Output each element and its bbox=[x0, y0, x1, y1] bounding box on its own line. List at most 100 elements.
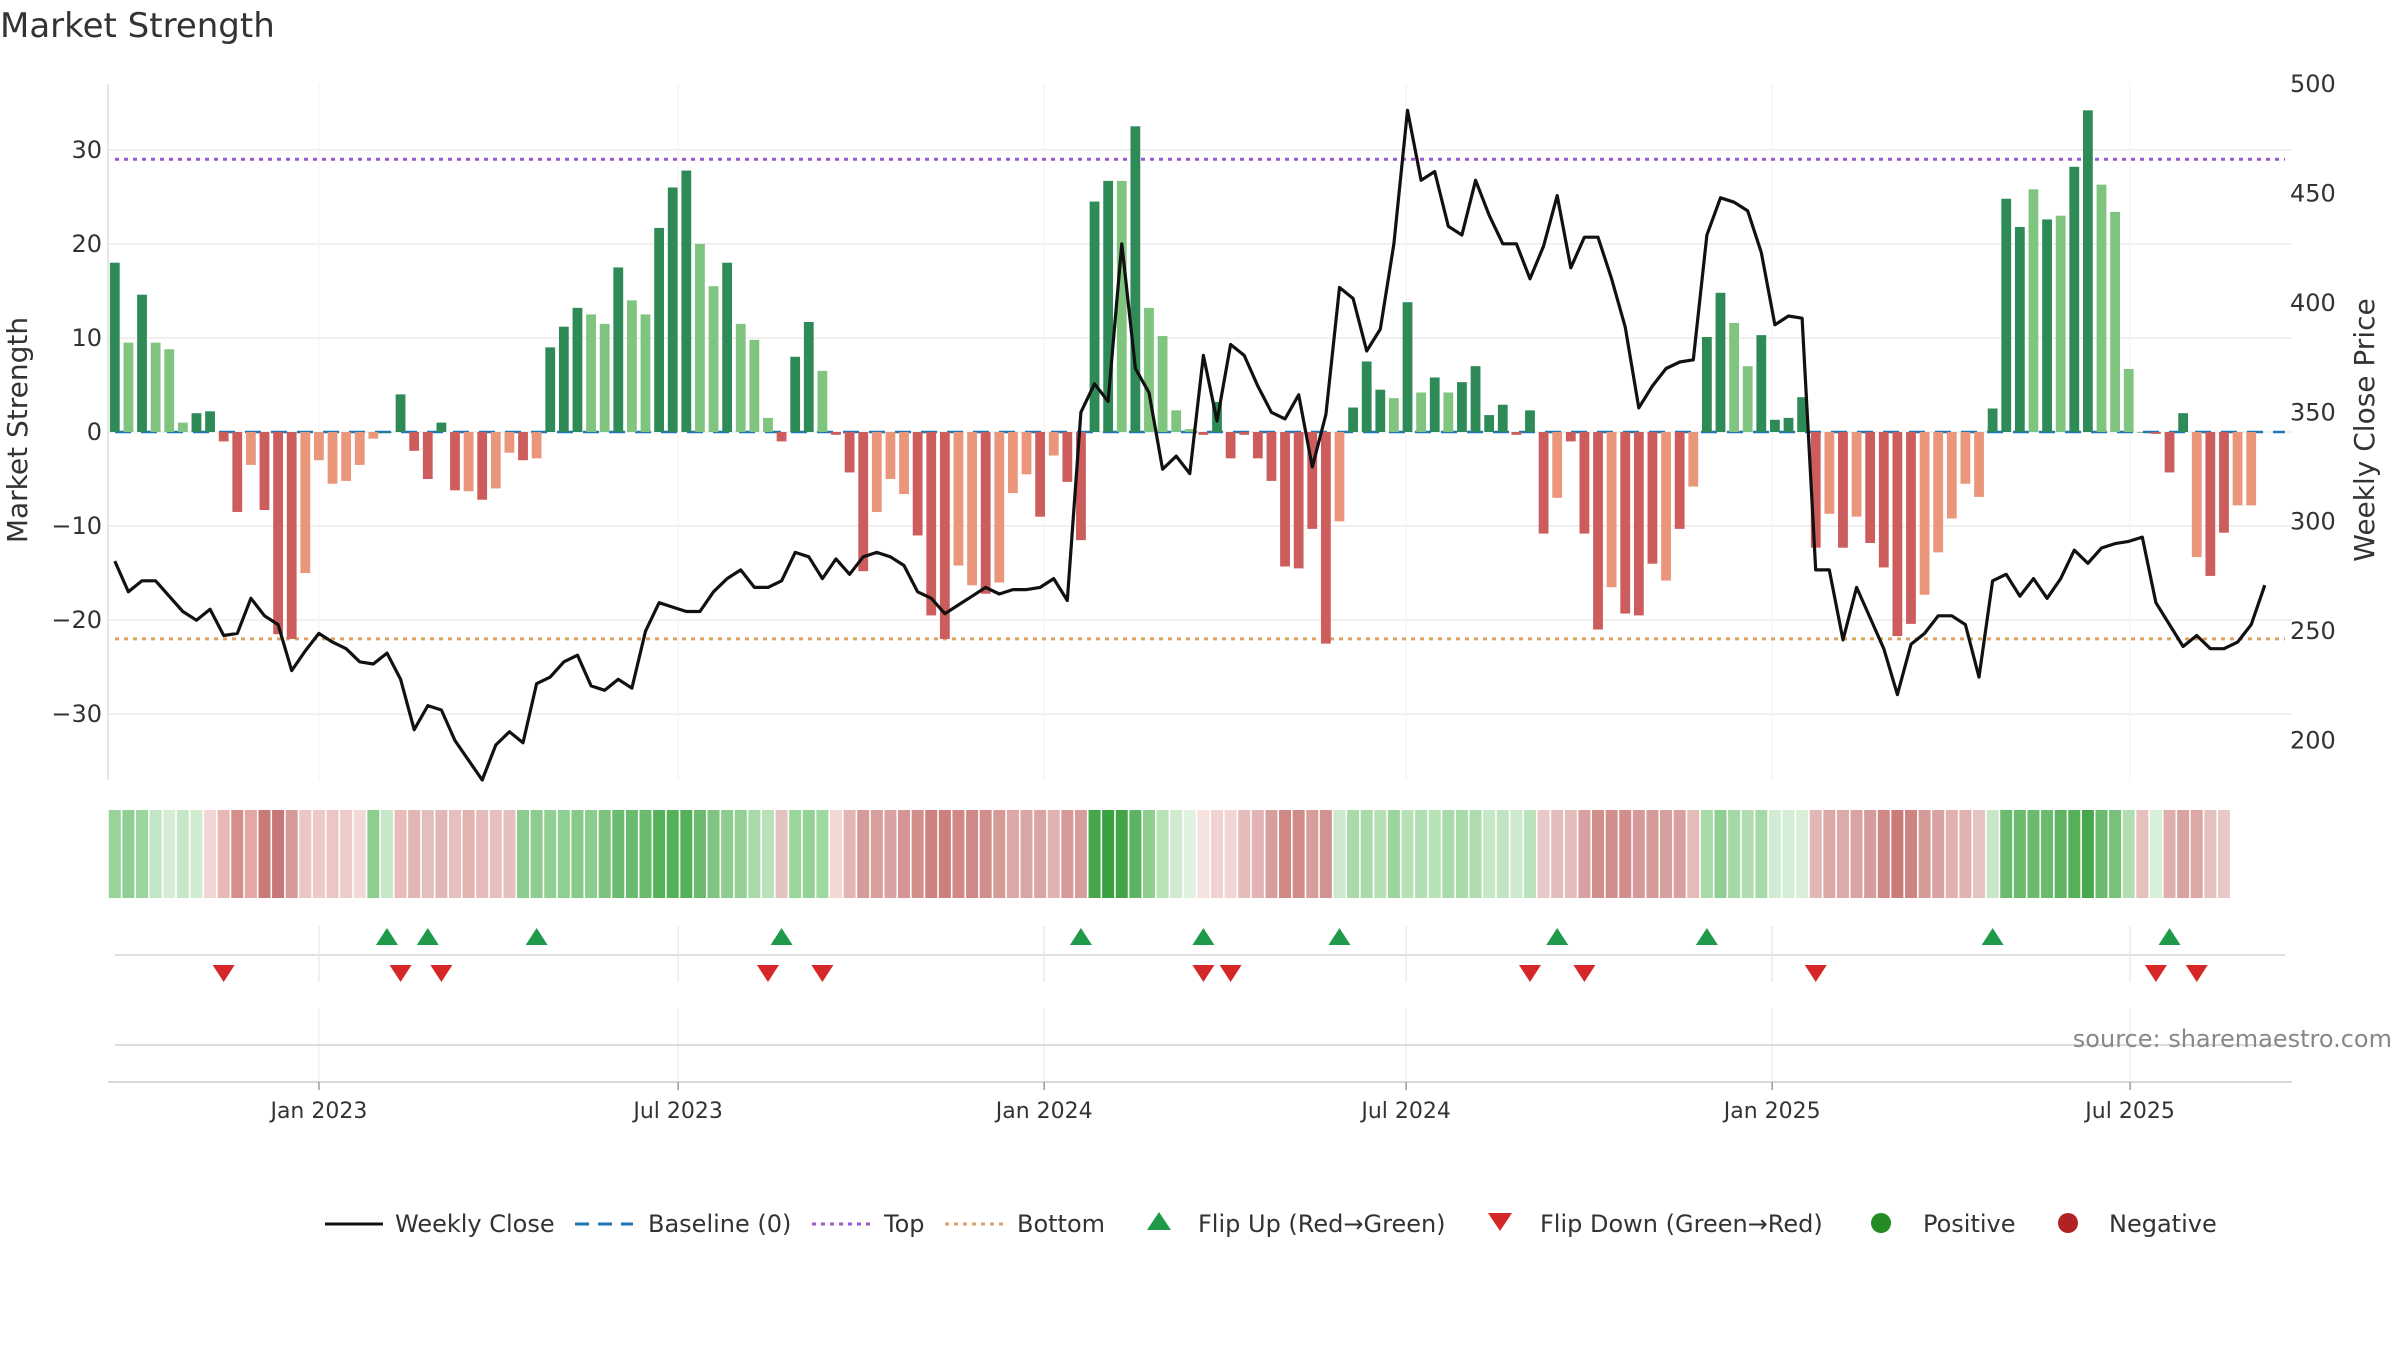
strength-bar bbox=[2137, 432, 2148, 433]
strength-bar bbox=[1729, 322, 1739, 432]
palette-cell bbox=[1850, 810, 1863, 898]
strength-bar bbox=[1715, 292, 1726, 432]
flip-down-marker bbox=[212, 965, 235, 982]
strength-bar bbox=[1225, 432, 1236, 459]
palette-cell bbox=[1251, 810, 1264, 898]
y2-axis-label: Weekly Close Price bbox=[2348, 298, 2381, 561]
palette-cell bbox=[1374, 810, 1387, 898]
strength-bar bbox=[1701, 337, 1712, 432]
strength-bar bbox=[2191, 432, 2202, 558]
palette-cell bbox=[734, 810, 747, 898]
palette-cell bbox=[1741, 810, 1754, 898]
palette-cell bbox=[285, 810, 298, 898]
palette-cell bbox=[2163, 810, 2176, 898]
weekly-close-line bbox=[113, 108, 2267, 782]
y2-tick-label: 250 bbox=[2290, 617, 2336, 645]
strength-bar bbox=[1416, 392, 1427, 432]
strength-bar bbox=[2001, 198, 2012, 432]
flip-down-marker bbox=[430, 965, 453, 982]
strength-bar bbox=[1552, 432, 1563, 498]
strength-bar bbox=[1443, 392, 1454, 432]
palette-cell bbox=[1428, 810, 1441, 898]
flip-down-marker bbox=[1518, 965, 1541, 982]
y-axis-label: Market Strength bbox=[1, 317, 34, 543]
palette-cell bbox=[1088, 810, 1101, 898]
palette-cell bbox=[1646, 810, 1659, 898]
palette-cell bbox=[925, 810, 938, 898]
palette-cell bbox=[435, 810, 448, 898]
y2-tick-label: 200 bbox=[2290, 727, 2336, 755]
legend-flip-up-label: Flip Up (Red→Green) bbox=[1198, 1210, 1446, 1238]
strength-bar bbox=[463, 432, 474, 492]
flip-down-marker bbox=[389, 965, 412, 982]
strength-bar bbox=[899, 432, 909, 495]
strength-bar bbox=[1742, 366, 1753, 432]
strength-bar bbox=[545, 347, 556, 432]
palette-cell bbox=[2000, 810, 2013, 898]
palette-cell bbox=[408, 810, 421, 898]
strength-bar bbox=[504, 432, 515, 453]
palette-cell bbox=[1142, 810, 1155, 898]
strength-bar bbox=[177, 422, 188, 432]
legend: Weekly Close Baseline (0) Top Bottom Flip Up… bbox=[325, 1210, 2217, 1238]
palette-cell bbox=[367, 810, 380, 898]
palette-cell bbox=[2122, 810, 2135, 898]
strength-bar bbox=[327, 432, 338, 484]
palette-cell bbox=[666, 810, 679, 898]
palette-cell bbox=[1782, 810, 1795, 898]
strength-bar bbox=[2123, 368, 2134, 432]
palette-cell bbox=[1673, 810, 1686, 898]
palette-cell bbox=[1360, 810, 1373, 898]
strength-bar bbox=[1035, 432, 1046, 517]
palette-cell bbox=[870, 810, 883, 898]
strength-bar bbox=[1361, 361, 1372, 432]
flip-up-marker bbox=[416, 928, 439, 945]
legend-close-label: Weekly Close bbox=[395, 1210, 555, 1238]
palette-cell bbox=[1945, 810, 1958, 898]
strength-bar bbox=[1062, 432, 1073, 482]
palette-cell bbox=[898, 810, 911, 898]
strength-bar bbox=[1389, 398, 1399, 432]
palette-cell bbox=[557, 810, 570, 898]
flip-up-marker bbox=[375, 928, 398, 945]
palette-cell bbox=[244, 810, 257, 898]
y-tick-label: −20 bbox=[51, 606, 102, 634]
palette-cell bbox=[2027, 810, 2040, 898]
strength-bar bbox=[803, 321, 814, 432]
palette-cell bbox=[1197, 810, 1210, 898]
palette-cell bbox=[1183, 810, 1196, 898]
legend-flip-down-label: Flip Down (Green→Red) bbox=[1540, 1210, 1823, 1238]
palette-cell bbox=[380, 810, 393, 898]
palette-cell bbox=[789, 810, 802, 898]
y2-tick-label: 300 bbox=[2290, 508, 2336, 536]
palette-cell bbox=[1074, 810, 1087, 898]
palette-cell bbox=[1768, 810, 1781, 898]
x-tick-label: Jan 2023 bbox=[268, 1099, 367, 1124]
strength-bar bbox=[395, 394, 406, 432]
palette-cell bbox=[1034, 810, 1047, 898]
palette-cell bbox=[1333, 810, 1346, 898]
palette-cell bbox=[1496, 810, 1509, 898]
y2-tick-label: 500 bbox=[2290, 70, 2336, 98]
palette-cell bbox=[1047, 810, 1060, 898]
palette-cell bbox=[653, 810, 666, 898]
palette-cell bbox=[1728, 810, 1741, 898]
palette-cell bbox=[571, 810, 584, 898]
palette-cell bbox=[1632, 810, 1645, 898]
palette-cell bbox=[1442, 810, 1455, 898]
strength-bar bbox=[1497, 404, 1508, 432]
strength-bar bbox=[1266, 432, 1277, 481]
palette-cell bbox=[1156, 810, 1169, 898]
palette-cell bbox=[448, 810, 461, 898]
strength-bar bbox=[763, 417, 773, 432]
palette-cell bbox=[1061, 810, 1074, 898]
strength-bar bbox=[1933, 432, 1944, 553]
strength-bar bbox=[667, 187, 678, 432]
palette-cell bbox=[707, 810, 720, 898]
flip-up-marker bbox=[1328, 928, 1351, 945]
y-tick-label: −10 bbox=[51, 512, 102, 540]
strength-bar bbox=[613, 267, 624, 432]
strength-bar bbox=[450, 432, 460, 491]
legend-flip-down-icon bbox=[1488, 1213, 1512, 1231]
strength-bar bbox=[790, 356, 801, 432]
